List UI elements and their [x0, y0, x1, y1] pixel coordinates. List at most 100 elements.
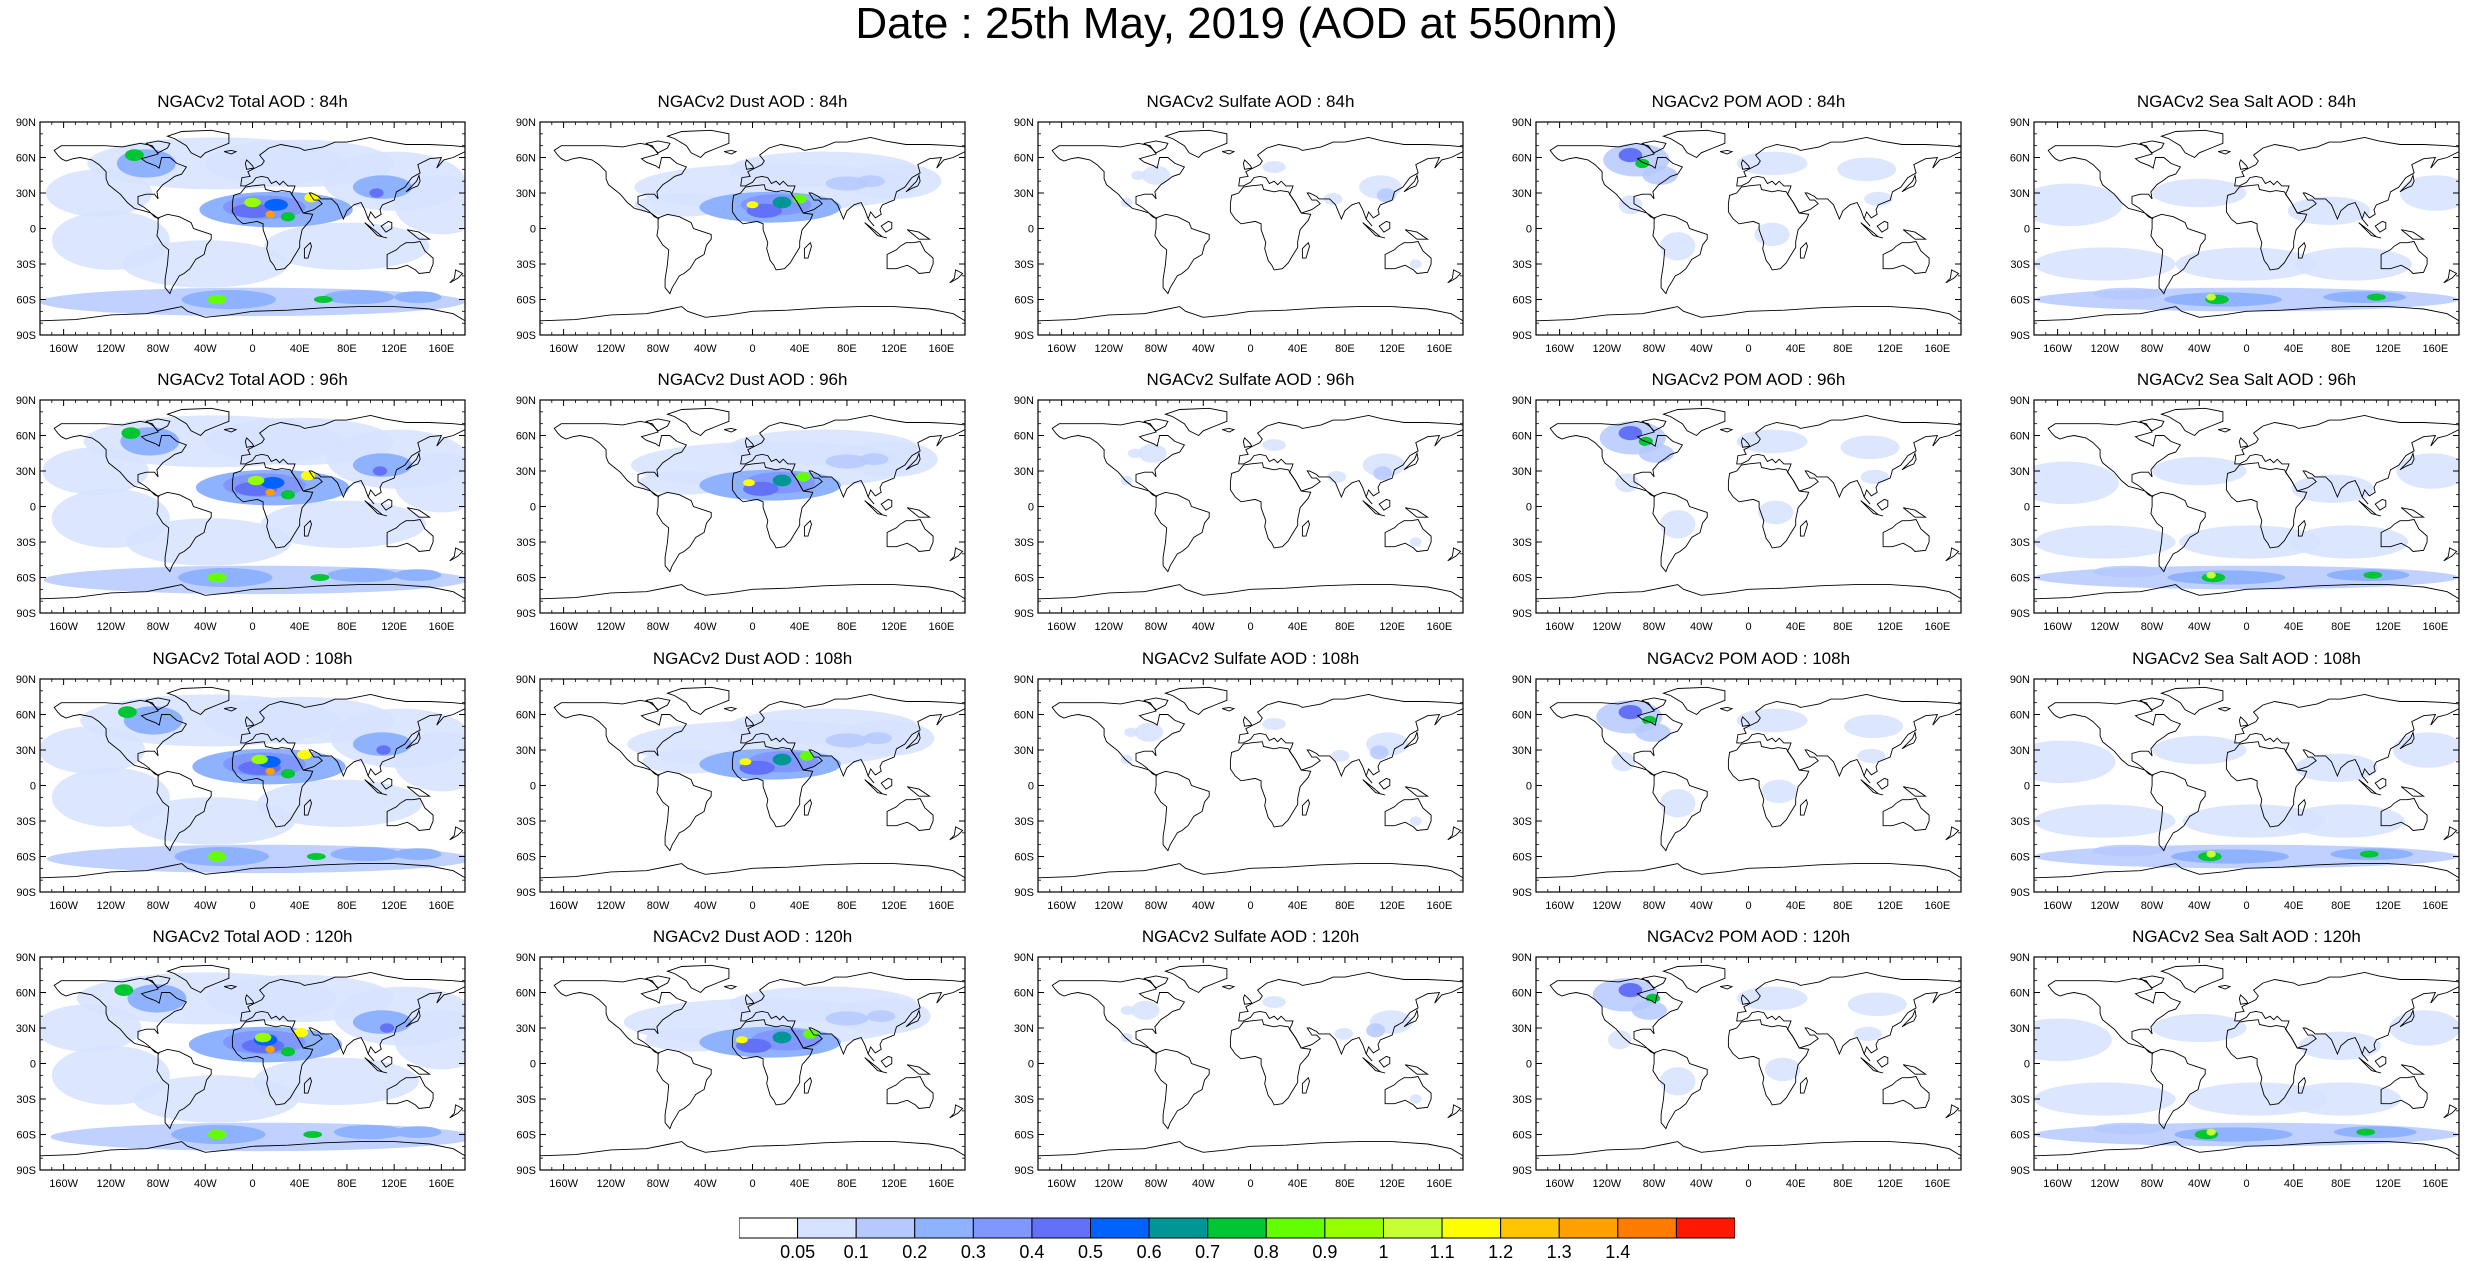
coastline-japan	[1901, 173, 1917, 193]
aod-region	[1262, 996, 1286, 1008]
aod-field	[40, 686, 465, 879]
coastline-eurasia	[740, 136, 965, 227]
colorbar-box	[1441, 1217, 1502, 1239]
lon-tick-label: 40E	[1786, 1178, 1806, 1190]
map-panel-dust-108h: NGACv2 Dust AOD : 108h 90N 60N 30N 0 30S 60S 90…	[500, 649, 1000, 912]
aod-region	[1761, 779, 1797, 804]
coastline-indonesia	[1860, 779, 1884, 796]
lat-tick-label: 90N	[516, 674, 536, 686]
colorbar-box	[797, 1217, 857, 1239]
lat-tick-label: 0	[1028, 224, 1034, 236]
aod-region	[746, 201, 759, 209]
aod-region	[257, 779, 423, 827]
lat-tick-label: 60S	[516, 573, 536, 585]
aod-region	[1631, 1000, 1667, 1020]
aod-region	[352, 175, 412, 199]
map-panel-seasalt-120h: NGACv2 Sea Salt AOD : 120h 90N 60N 30N 0 30S 6…	[1994, 927, 2473, 1190]
coastline-britain	[2238, 716, 2249, 727]
lat-tick-label: 60N	[516, 988, 536, 1000]
coastline-australia	[1882, 241, 1930, 274]
coastline-greenland	[666, 129, 730, 159]
lon-tick-label: 120E	[1877, 1178, 1903, 1190]
map-panel-total-108h: NGACv2 Total AOD : 108h 90N 60N 30N 0 30S 60S 9…	[0, 649, 500, 912]
lon-tick-label: 40E	[790, 1178, 810, 1190]
coastline-eurasia	[240, 136, 465, 227]
lon-tick-label: 0	[1247, 1178, 1253, 1190]
coastline-indonesia	[2358, 222, 2382, 239]
coastline-eurasia	[240, 693, 465, 784]
colorbar-label: 0.6	[1137, 1242, 1162, 1261]
lat-tick-label: 0	[530, 781, 536, 793]
aod-region	[265, 1045, 275, 1053]
coastline-newguinea	[906, 229, 932, 240]
lon-tick-label: 80E	[1335, 1178, 1355, 1190]
coastline-northAmerica	[553, 420, 688, 498]
aod-region	[2333, 1126, 2417, 1138]
lat-tick-label: 30S	[516, 1094, 536, 1106]
aod-region	[352, 453, 412, 477]
aod-region	[2323, 291, 2406, 303]
coastline-antarctica	[1536, 1141, 1961, 1157]
aod-region	[231, 203, 274, 218]
lat-tick-label: 90S	[516, 330, 536, 342]
coastline-southAmerica	[156, 213, 212, 295]
coastline-southAmerica	[156, 491, 212, 573]
aod-region	[843, 441, 938, 477]
coastline-australia	[2380, 1076, 2428, 1109]
aod-region	[2287, 196, 2371, 225]
coastline-iceland	[1222, 706, 1236, 712]
lon-tick-label: 160E	[429, 900, 455, 912]
lon-tick-label: 40E	[2284, 621, 2304, 633]
lon-tick-label: 160E	[1925, 1178, 1951, 1190]
lat-tick-label: 60N	[2010, 710, 2030, 722]
coastline-eurasia	[2234, 414, 2459, 505]
lon-tick-label: 160W	[1545, 900, 1574, 912]
coastline-eurasia	[240, 414, 465, 505]
lat-tick-label: 30S	[1014, 816, 1034, 828]
aod-region	[1323, 193, 1343, 205]
coastline-eurasia	[1736, 136, 1961, 227]
coastline-southAmerica	[2150, 491, 2206, 573]
lon-tick-label: 40E	[1288, 900, 1308, 912]
lat-tick-label: 30N	[16, 188, 36, 200]
lon-tick-label: 80W	[1145, 1178, 1168, 1190]
coastline-africa	[731, 462, 814, 549]
lat-tick-label: 30S	[2010, 537, 2030, 549]
coastline-iceland	[724, 706, 738, 712]
aod-region	[2034, 1082, 2176, 1116]
coastline-borneo	[2374, 220, 2387, 233]
lat-tick-label: 90S	[16, 608, 36, 620]
coastline-britain	[1740, 437, 1751, 448]
aod-region	[207, 572, 227, 583]
coastline-madagascar	[1799, 519, 1808, 537]
aod-region	[825, 454, 869, 469]
coastline-indonesia	[864, 1057, 888, 1074]
aod-region	[1642, 165, 1678, 185]
aod-region	[2152, 735, 2247, 765]
lat-tick-label: 60N	[16, 988, 36, 1000]
coastline-newzealand	[949, 826, 964, 841]
lat-tick-label: 30N	[1512, 745, 1532, 757]
map-plot: 90N 60N 30N 0 30S 60S 90S 160W 120W 80W 40W 0 40E 80E…	[2010, 395, 2460, 633]
lon-tick-label: 80E	[2331, 621, 2351, 633]
coastline-greenland	[166, 686, 230, 716]
lat-tick-label: 0	[1526, 502, 1532, 514]
coastline-japan	[405, 451, 421, 471]
coastline-baffin	[1143, 697, 1169, 711]
lon-tick-label: 0	[1247, 343, 1253, 355]
aod-field	[2034, 129, 2459, 322]
lat-tick-label: 60N	[1512, 988, 1532, 1000]
lat-tick-label: 90N	[516, 952, 536, 964]
coastline-borneo	[1876, 777, 1889, 790]
aod-region	[1618, 148, 1643, 163]
coastline-japan	[905, 730, 921, 750]
colorbar-box	[1324, 1217, 1384, 1239]
aod-region	[129, 797, 295, 845]
lat-tick-label: 30N	[1014, 745, 1034, 757]
lat-tick-label: 30N	[2010, 745, 2030, 757]
lat-tick-label: 30N	[516, 188, 536, 200]
map-plot: 90N 60N 30N 0 30S 60S 90S 160W 120W 80W 40W 0 40E 80E…	[1512, 395, 1962, 633]
coastline-britain	[744, 437, 755, 448]
aod-region	[1660, 789, 1696, 818]
coastline-borneo	[380, 777, 393, 790]
